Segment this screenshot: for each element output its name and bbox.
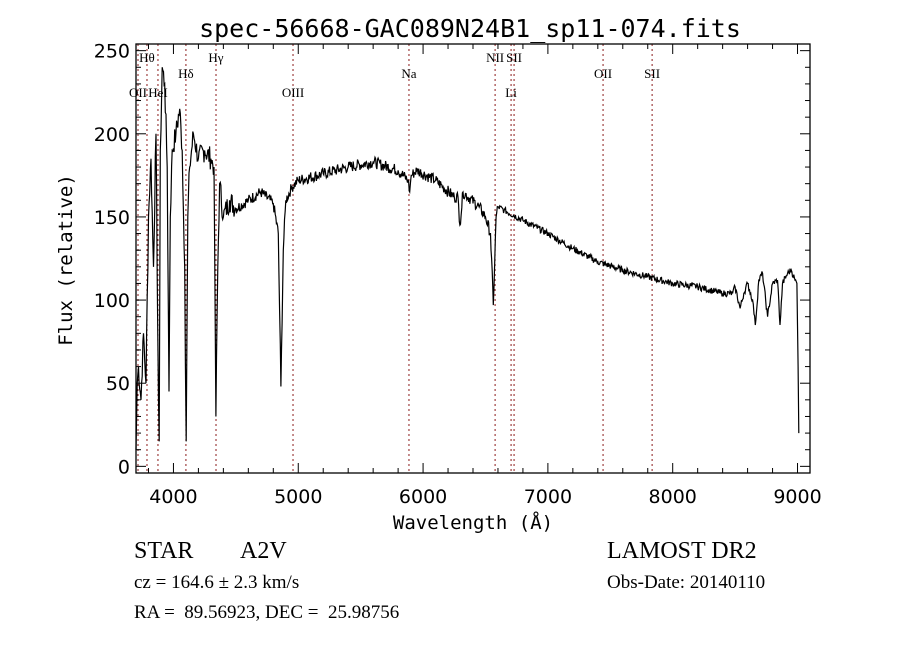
obs-date: Obs-Date: 20140110	[607, 572, 766, 593]
y-axis-label: Flux (relative)	[55, 174, 77, 346]
line-marker-label: Hγ	[208, 50, 223, 65]
coordinates: RA = 89.56923, DEC = 25.98756	[134, 602, 400, 623]
line-marker-label: OIII	[282, 85, 304, 100]
x-tick-label: 8000	[649, 486, 697, 508]
x-tick-label: 4000	[149, 486, 197, 508]
line-marker-label: OII	[129, 85, 147, 100]
y-tick-label: 200	[94, 124, 130, 146]
line-marker-label: HeI	[148, 85, 168, 100]
line-marker-label: Hθ	[139, 50, 155, 65]
line-markers: OII Hθ HeI Hδ Hγ OIII Na NII Li SII OII SII	[129, 44, 660, 473]
spectrum-line	[135, 67, 800, 450]
y-tick-label: 250	[94, 41, 130, 63]
y-tick-label: 100	[94, 290, 130, 312]
redshift-cz: cz = 164.6 ± 2.3 km/s	[134, 572, 300, 593]
y-tick-label: 0	[118, 456, 130, 478]
object-subclass: A2V	[240, 538, 287, 564]
object-class: STAR	[134, 538, 194, 564]
y-tick-label: 50	[106, 373, 130, 395]
y-tick-label: 150	[94, 207, 130, 229]
plot-frame	[135, 43, 811, 474]
line-marker-label: Na	[401, 66, 416, 81]
axis-ticks: 4000 5000 6000 7000 8000 9000 0 50 100 150 200 250	[94, 41, 822, 508]
x-axis-label: Wavelength (Å)	[393, 511, 553, 534]
x-tick-label: 5000	[274, 486, 322, 508]
x-tick-label: 6000	[399, 486, 447, 508]
line-marker-label: SII	[506, 50, 522, 65]
line-marker-label: Li	[505, 85, 517, 100]
survey-name: LAMOST DR2	[607, 538, 757, 564]
line-marker-label: OII	[594, 66, 612, 81]
line-marker-label: SII	[644, 66, 660, 81]
line-marker-label: Hδ	[178, 66, 194, 81]
chart-title: spec-56668-GAC089N24B1_sp11-074.fits	[199, 14, 741, 43]
x-tick-label: 7000	[524, 486, 572, 508]
x-tick-label: 9000	[773, 486, 821, 508]
line-marker-label: NII	[486, 50, 504, 65]
